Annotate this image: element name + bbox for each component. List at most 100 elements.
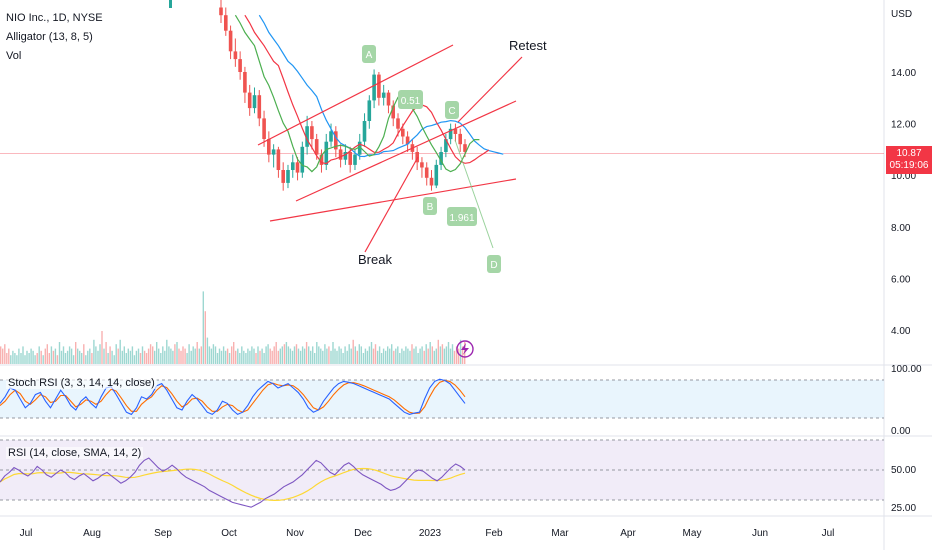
volume-bar [261, 348, 263, 364]
stoch-rsi-label[interactable]: Stoch RSI (3, 3, 14, 14, close) [6, 377, 157, 389]
time-tick-label: Jun [752, 528, 768, 539]
volume-bar [344, 346, 346, 364]
trend-line [295, 100, 517, 202]
candle-body [386, 92, 391, 106]
time-tick-label: Jul [822, 528, 835, 539]
volume-bar [301, 346, 304, 364]
volume-bar [117, 348, 119, 364]
volume-bar [330, 350, 332, 364]
volume-bar [85, 355, 87, 364]
volume-bar [24, 355, 26, 364]
volume-bar [293, 346, 296, 364]
candle-body [415, 152, 419, 163]
time-tick-label: Aug [83, 528, 101, 539]
candle-body [281, 170, 285, 183]
volume-bar [164, 350, 166, 364]
time-tick-label: 2023 [419, 528, 442, 539]
price-tick-label: 4.00 [891, 326, 911, 337]
volume-legend[interactable]: Vol [6, 50, 22, 62]
volume-bar [417, 353, 419, 364]
volume-bar [257, 346, 259, 364]
volume-bar [42, 355, 44, 364]
volume-bar [297, 348, 300, 364]
volume-bar [372, 348, 375, 364]
volume-bar [54, 348, 57, 364]
volume-bar [324, 344, 326, 364]
volume-bar [283, 344, 286, 364]
volume-bar [281, 346, 283, 364]
volume-bar [435, 348, 437, 364]
volume-bar [228, 353, 231, 364]
volume-bar [380, 353, 383, 364]
volume-bar [22, 346, 24, 364]
rsi-tick-label: 50.00 [891, 465, 916, 476]
candle-body [372, 74, 376, 101]
candle-body [334, 131, 338, 150]
volume-bar [156, 342, 158, 364]
volume-bar [194, 348, 196, 364]
candle-body [401, 128, 405, 137]
volume-bar [328, 346, 330, 364]
volume-bar [358, 344, 360, 364]
pattern-point-label [445, 101, 459, 119]
volume-bar [172, 350, 174, 364]
candle-body [247, 92, 252, 109]
candle-body [319, 154, 324, 165]
volume-bar [269, 348, 271, 364]
candle-body [300, 146, 305, 173]
volume-bar [389, 348, 391, 364]
fib-ratio-text: 1.961 [449, 213, 474, 224]
candle-body [448, 128, 453, 140]
rsi-label[interactable]: RSI (14, close, SMA, 14, 2) [6, 447, 144, 459]
volume-bar [149, 344, 152, 364]
volume-bar [423, 350, 425, 364]
candle-body [377, 74, 381, 98]
volume-bar [368, 346, 371, 364]
volume-bar [99, 344, 101, 364]
volume-bar [413, 348, 415, 364]
volume-bar [354, 346, 356, 364]
volume-bar [66, 350, 69, 364]
rsi-tick-label: 25.00 [891, 503, 916, 514]
volume-bar [26, 350, 28, 364]
alligator-legend[interactable]: Alligator (13, 8, 5) [6, 31, 93, 43]
volume-bar [62, 346, 65, 364]
symbol-title[interactable]: NIO Inc., 1D, NYSE [6, 12, 103, 24]
volume-bar [285, 342, 288, 364]
candle-body [343, 152, 348, 160]
volume-bar [334, 348, 336, 364]
projection-line [454, 139, 494, 249]
volume-bar [119, 339, 121, 364]
candle-body [429, 177, 434, 186]
volume-bar [451, 344, 454, 364]
volume-bar [218, 348, 221, 364]
volume-bar [135, 350, 138, 364]
volume-bar [147, 348, 150, 364]
volume-bar [81, 353, 83, 364]
volume-bar [226, 348, 229, 364]
candle-body [338, 149, 343, 160]
volume-bar [91, 353, 93, 364]
pattern-point-text: D [490, 260, 497, 271]
volume-bar [233, 342, 235, 364]
time-tick-label: Apr [620, 528, 636, 539]
volume-bar [253, 348, 255, 364]
volume-bar [34, 355, 36, 364]
trend-drawings[interactable] [257, 44, 523, 253]
volume-bar [131, 346, 134, 364]
candle-body [286, 170, 290, 183]
volume-bar [206, 337, 209, 364]
volume-bar [83, 344, 85, 364]
volume-bar [220, 350, 223, 364]
volume-bar [139, 353, 142, 364]
pattern-point-text: A [366, 50, 373, 61]
volume-bar [289, 348, 292, 364]
pattern-point-label [423, 197, 437, 215]
volume-bar [401, 348, 403, 364]
volume-bar [243, 350, 245, 364]
volume-bar [137, 348, 140, 364]
volume-bar [178, 348, 180, 364]
volume-bar [356, 350, 358, 364]
volume-bar [338, 346, 340, 364]
